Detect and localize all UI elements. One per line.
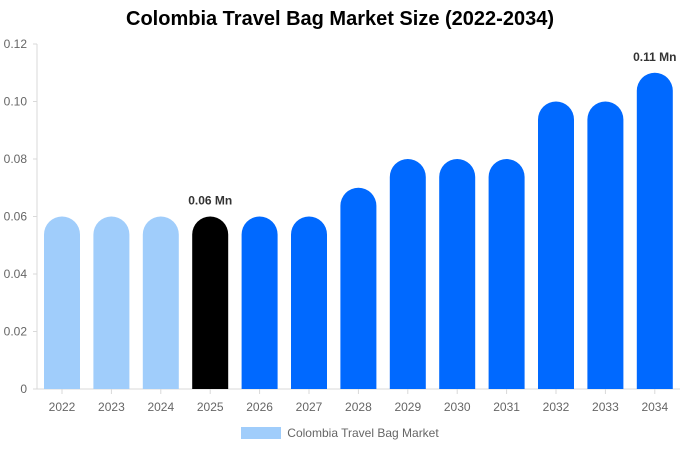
legend-swatch (241, 427, 282, 439)
bar-2029 (389, 159, 426, 389)
x-tick-label: 2022 (49, 400, 76, 414)
x-tick-label: 2024 (147, 400, 174, 414)
y-tick-label: 0.06 (4, 210, 28, 224)
bar-2033 (587, 101, 624, 389)
bar-2025 (192, 216, 229, 389)
bar-2022 (44, 216, 80, 389)
x-tick-label: 2023 (98, 400, 125, 414)
y-tick-label: 0.02 (4, 325, 28, 339)
x-tick-label: 2033 (592, 400, 619, 414)
legend[interactable]: Colombia Travel Bag Market (0, 426, 680, 440)
legend-label: Colombia Travel Bag Market (287, 426, 439, 440)
y-tick-label: 0 (20, 382, 27, 396)
x-tick-label: 2032 (543, 400, 570, 414)
bar-2027 (291, 216, 327, 389)
x-tick-label: 2029 (394, 400, 421, 414)
bar-2032 (538, 101, 574, 389)
y-tick-label: 0.12 (4, 37, 28, 51)
x-tick-label: 2026 (246, 400, 273, 414)
bar-2026 (241, 216, 278, 389)
chart-title: Colombia Travel Bag Market Size (2022-20… (126, 8, 554, 30)
x-tick-label: 2030 (444, 400, 471, 414)
y-tick-label: 0.04 (4, 267, 28, 281)
bar-2023 (93, 216, 130, 389)
x-tick-label: 2034 (641, 400, 668, 414)
y-tick-label: 0.08 (4, 152, 28, 166)
bar-2031 (488, 159, 525, 389)
x-tick-label: 2027 (296, 400, 323, 414)
bar-2030 (439, 159, 476, 389)
x-tick-label: 2028 (345, 400, 372, 414)
data-label-2034: 0.11 Mn (633, 50, 676, 64)
x-tick-label: 2025 (197, 400, 224, 414)
y-tick-label: 0.10 (4, 95, 28, 109)
bar-2034 (636, 72, 673, 389)
data-label-2025: 0.06 Mn (188, 194, 232, 208)
bar-2024 (142, 216, 179, 389)
x-tick-label: 2031 (493, 400, 520, 414)
bar-2028 (340, 187, 377, 389)
